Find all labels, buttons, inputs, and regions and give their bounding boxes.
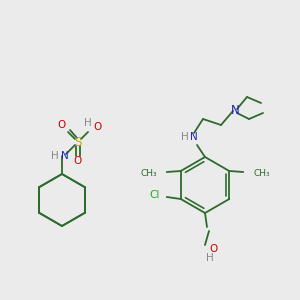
Text: O: O — [74, 156, 82, 166]
Text: N: N — [231, 104, 239, 118]
Text: H: H — [181, 132, 189, 142]
Text: H: H — [206, 253, 214, 263]
Text: N: N — [61, 151, 69, 161]
Text: O: O — [58, 120, 66, 130]
Text: H: H — [84, 118, 92, 128]
Text: CH₃: CH₃ — [253, 169, 270, 178]
Text: Cl: Cl — [150, 190, 160, 200]
Text: N: N — [190, 132, 198, 142]
Text: O: O — [93, 122, 101, 132]
Text: S: S — [74, 136, 82, 148]
Text: H: H — [51, 151, 59, 161]
Text: O: O — [209, 244, 217, 254]
Text: CH₃: CH₃ — [140, 169, 157, 178]
